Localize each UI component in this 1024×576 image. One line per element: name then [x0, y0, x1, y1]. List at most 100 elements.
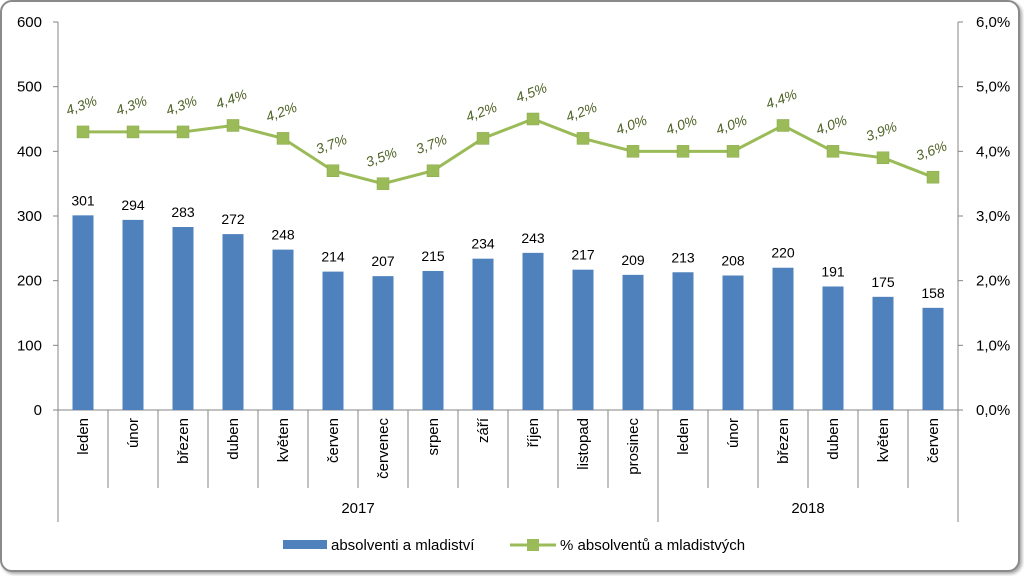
- line-data-label: 4,0%: [814, 112, 849, 138]
- bar: [572, 269, 594, 410]
- bar-data-label: 175: [871, 274, 895, 290]
- bar: [872, 296, 894, 410]
- bar: [472, 258, 494, 410]
- bar: [272, 249, 294, 410]
- bar-data-label: 272: [221, 211, 245, 227]
- line-point: [276, 132, 290, 145]
- bar-data-label: 209: [621, 252, 645, 268]
- left-tick-label: 400: [17, 143, 42, 160]
- line-data-label: 4,4%: [764, 86, 799, 112]
- left-tick-label: 500: [17, 79, 42, 96]
- bar-data-label: 234: [471, 236, 495, 252]
- line-point: [226, 119, 240, 132]
- group-label: 2018: [791, 500, 824, 517]
- category-label: červenec: [375, 418, 392, 479]
- category-label: únor: [725, 418, 742, 448]
- bar-data-label: 217: [571, 247, 595, 263]
- right-tick-label: 5,0%: [976, 79, 1010, 96]
- left-tick-label: 300: [17, 208, 42, 225]
- line-point: [326, 164, 340, 177]
- bar: [522, 252, 544, 410]
- bar: [222, 234, 244, 410]
- line-point: [76, 125, 90, 139]
- line-point: [526, 112, 540, 126]
- legend-label-line: % absolventů a mladistvých: [560, 537, 745, 554]
- category-label: červen: [925, 418, 942, 463]
- bar: [622, 274, 644, 410]
- line-point: [726, 145, 740, 158]
- bar-data-label: 301: [71, 192, 95, 208]
- category-label: prosinec: [625, 418, 642, 475]
- right-tick-label: 2,0%: [976, 273, 1010, 290]
- bar: [422, 270, 444, 410]
- bar: [122, 219, 144, 410]
- line-data-label: 4,5%: [514, 79, 549, 105]
- right-tick-label: 0,0%: [976, 402, 1010, 419]
- line-data-label: 4,2%: [464, 99, 499, 125]
- category-label: březen: [175, 418, 192, 464]
- line-data-label: 4,3%: [64, 92, 99, 118]
- bar-data-label: 158: [921, 285, 945, 301]
- bar-data-label: 207: [371, 253, 395, 269]
- category-label: únor: [125, 418, 142, 448]
- category-label: srpen: [425, 418, 442, 456]
- category-label: říjen: [525, 418, 542, 447]
- line-data-label: 4,3%: [164, 92, 199, 118]
- bar: [922, 307, 944, 410]
- bar-data-label: 243: [521, 230, 545, 246]
- line-point: [876, 151, 890, 165]
- legend-label-bar: absolventi a mladiství: [331, 537, 475, 554]
- line-data-label: 3,7%: [314, 131, 349, 157]
- line-point: [126, 125, 140, 139]
- bar: [772, 267, 794, 410]
- line-data-label: 4,0%: [664, 112, 699, 138]
- line-point: [476, 132, 490, 145]
- bar: [172, 226, 194, 410]
- right-tick-label: 1,0%: [976, 337, 1010, 354]
- category-label: březen: [775, 418, 792, 464]
- line-data-label: 3,6%: [914, 138, 949, 164]
- legend-swatch-bar: [283, 540, 327, 549]
- category-label: duben: [225, 418, 242, 460]
- category-label: červen: [325, 418, 342, 463]
- line-data-label: 3,9%: [864, 118, 899, 144]
- line-point: [776, 119, 790, 132]
- right-tick-label: 4,0%: [976, 143, 1010, 160]
- line-point: [176, 125, 190, 139]
- bar: [372, 276, 394, 410]
- right-tick-label: 6,0%: [976, 14, 1010, 31]
- category-label: leden: [675, 418, 692, 455]
- line-data-label: 3,7%: [414, 131, 449, 157]
- line-point: [626, 145, 640, 158]
- category-label: duben: [825, 418, 842, 460]
- left-tick-label: 600: [17, 14, 42, 31]
- bar-data-label: 208: [721, 252, 745, 268]
- group-label: 2017: [341, 500, 374, 517]
- bar-data-label: 220: [771, 245, 795, 261]
- line-data-label: 4,2%: [264, 99, 299, 125]
- bar: [322, 271, 344, 410]
- legend-marker-line: [527, 539, 539, 551]
- line-data-label: 3,5%: [364, 144, 399, 170]
- category-label: leden: [75, 418, 92, 455]
- category-label: květen: [275, 418, 292, 462]
- right-tick-label: 3,0%: [976, 208, 1010, 225]
- category-label: květen: [875, 418, 892, 462]
- left-tick-label: 200: [17, 273, 42, 290]
- line-point: [926, 170, 940, 184]
- bar-data-label: 191: [821, 263, 845, 279]
- line-point: [826, 145, 840, 158]
- line-series: [83, 117, 934, 186]
- left-tick-label: 100: [17, 337, 42, 354]
- line-point: [426, 164, 440, 177]
- bar: [822, 286, 844, 410]
- line-data-label: 4,0%: [714, 112, 749, 138]
- line-data-label: 4,4%: [214, 86, 249, 112]
- bar: [72, 215, 94, 410]
- line-data-label: 4,2%: [564, 99, 599, 125]
- bar: [722, 275, 744, 410]
- bar-data-label: 215: [421, 248, 445, 264]
- bar: [672, 272, 694, 410]
